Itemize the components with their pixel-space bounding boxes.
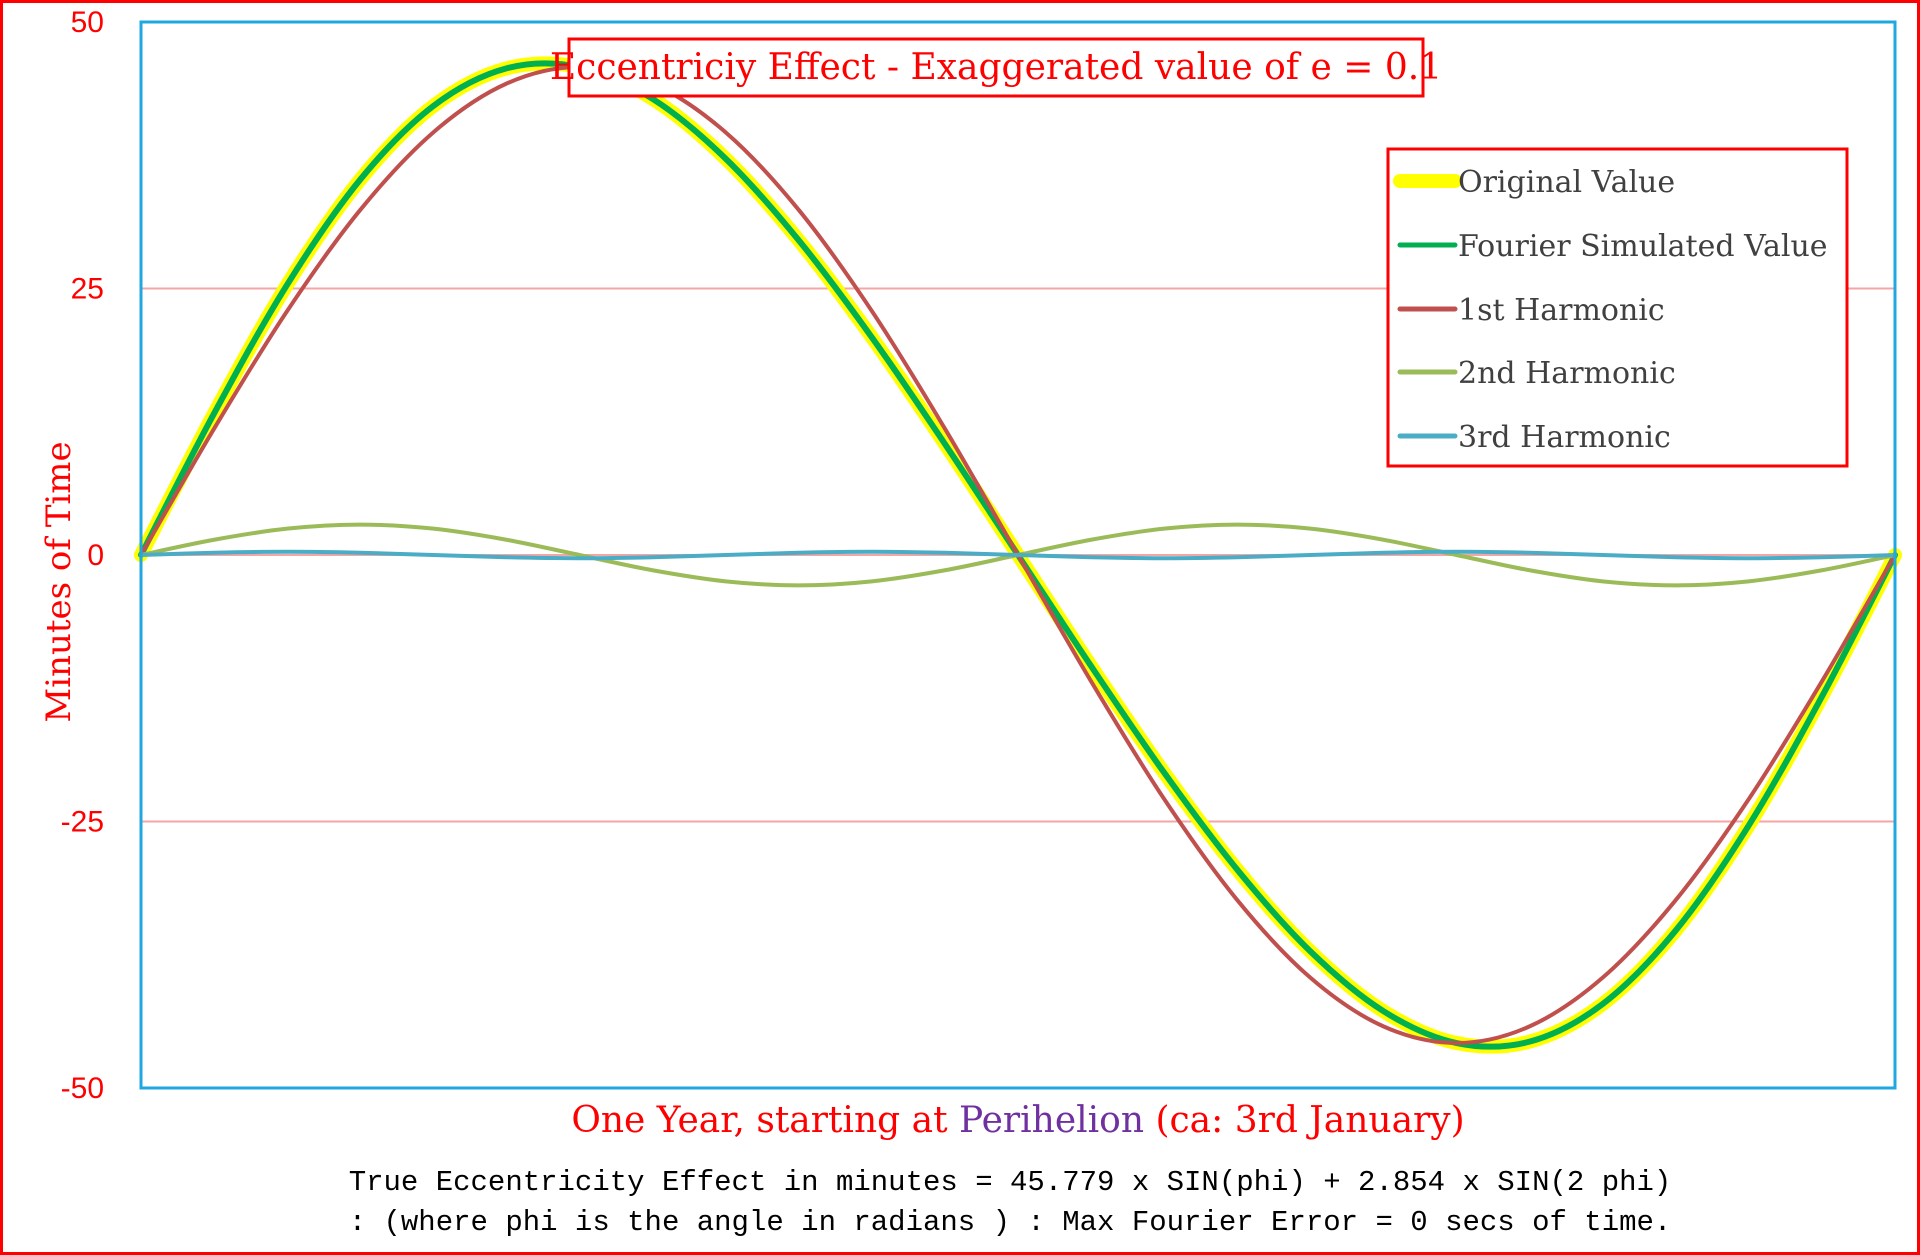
- series-lines: [134, 56, 1902, 1054]
- x-axis-label-highlight: Perihelion: [959, 1100, 1144, 1141]
- legend-label: Fourier Simulated Value: [1458, 229, 1828, 264]
- legend-label: 1st Harmonic: [1458, 293, 1665, 328]
- series-line-5: [139, 549, 1897, 561]
- footnote-line-2: : (where phi is the angle in radians ) :…: [349, 1206, 1672, 1239]
- y-tick-label: -50: [61, 1072, 104, 1105]
- legend-label: Original Value: [1458, 165, 1675, 200]
- legend-box: [1386, 147, 1849, 468]
- y-tick-label: 0: [87, 539, 104, 572]
- legend: Original Value Fourier Simulated Value 1st…: [1386, 147, 1849, 468]
- y-axis-label: Minutes of Time: [39, 441, 79, 722]
- y-tick-label: 25: [71, 273, 104, 306]
- chart-title: Eccentriciy Effect - Exaggerated value o…: [550, 47, 1442, 88]
- plot-area-border: [139, 20, 1897, 1090]
- title-box: [567, 37, 1425, 98]
- x-axis-label: One Year, starting at Perihelion (ca: 3r…: [571, 1100, 1464, 1141]
- y-tick-label: -25: [61, 806, 104, 839]
- legend-label: 3rd Harmonic: [1458, 420, 1671, 455]
- y-tick-label: 50: [71, 6, 104, 39]
- x-axis-label-before: One Year, starting at: [571, 1100, 959, 1141]
- x-axis-label-after: (ca: 3rd January): [1144, 1100, 1465, 1141]
- footnote-line-1: True Eccentricity Effect in minutes = 45…: [349, 1166, 1672, 1199]
- y-tick-labels: 50 25 0 -25 -50: [61, 6, 104, 1105]
- legend-label: 2nd Harmonic: [1458, 356, 1676, 391]
